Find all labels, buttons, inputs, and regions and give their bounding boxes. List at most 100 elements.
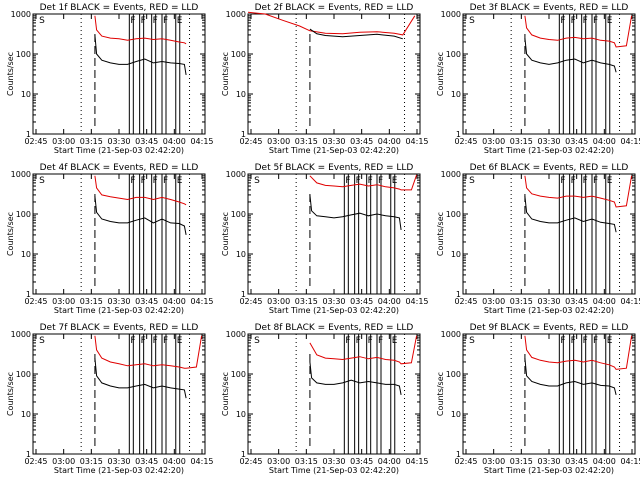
- x-tick-label: 02:45: [24, 137, 47, 146]
- y-axis-label: Counts/sec: [221, 212, 230, 256]
- x-tick-label: 03:45: [565, 137, 588, 146]
- flag-marker-label: F: [378, 176, 383, 186]
- flag-marker-label: F: [583, 176, 588, 186]
- flag-marker-label: F: [593, 336, 598, 346]
- y-axis-label: Counts/sec: [436, 212, 445, 256]
- x-tick-label: 03:15: [80, 457, 103, 466]
- lld-series-line: [94, 335, 203, 369]
- x-tick-label: 02:45: [454, 297, 477, 306]
- y-axis-label: Counts/sec: [221, 372, 230, 416]
- flag-marker-label: E: [392, 176, 398, 186]
- y-tick-label: 10: [21, 90, 31, 99]
- x-tick-label: 03:30: [322, 457, 345, 466]
- x-tick-label: 04:15: [405, 297, 428, 306]
- flag-marker-label: E: [177, 176, 183, 186]
- chart-title: Det 9f BLACK = Events, RED = LLD: [470, 323, 629, 333]
- y-tick-label: 10: [21, 410, 31, 419]
- flag-marker-label: F: [130, 336, 135, 346]
- flag-marker-label: S: [254, 176, 260, 186]
- x-axis-label: Start Time (21-Sep-03 02:42:20): [269, 146, 399, 155]
- plot-frame: [247, 13, 421, 135]
- y-tick-label: 1000: [11, 330, 31, 339]
- x-tick-label: 03:15: [510, 297, 533, 306]
- x-axis-label: Start Time (21-Sep-03 02:42:20): [484, 146, 614, 155]
- x-tick-label: 04:00: [163, 137, 186, 146]
- x-tick-label: 04:15: [620, 297, 640, 306]
- lld-series-line: [524, 335, 633, 370]
- x-tick-label: 02:45: [239, 297, 262, 306]
- flag-marker-label: F: [345, 176, 350, 186]
- x-tick-label: 03:00: [482, 297, 505, 306]
- flag-marker-label: F: [141, 336, 146, 346]
- x-tick-label: 03:30: [537, 137, 560, 146]
- flag-marker-label: E: [607, 16, 613, 26]
- events-series-line: [309, 28, 403, 40]
- flag-marker-label: F: [583, 16, 588, 26]
- x-axis-label: Start Time (21-Sep-03 02:42:20): [269, 306, 399, 315]
- events-series-line: [524, 38, 617, 73]
- y-tick-label: 10: [451, 90, 461, 99]
- x-tick-label: 03:30: [322, 137, 345, 146]
- x-tick-label: 04:15: [620, 137, 640, 146]
- chart-title: Det 4f BLACK = Events, RED = LLD: [40, 163, 199, 173]
- x-tick-label: 04:00: [163, 457, 186, 466]
- x-tick-label: 02:45: [239, 137, 262, 146]
- x-tick-label: 03:00: [52, 297, 75, 306]
- flag-marker-label: F: [560, 16, 565, 26]
- plot-frame: [462, 13, 636, 135]
- y-tick-label: 10: [236, 90, 246, 99]
- lld-series-line: [524, 175, 633, 208]
- events-series-line: [94, 196, 187, 235]
- lld-series-line: [94, 15, 187, 45]
- x-tick-label: 04:00: [378, 137, 401, 146]
- y-tick-label: 1000: [441, 330, 461, 339]
- chart-panel-2: Det 2f BLACK = Events, RED = LLD 1 10 100 10…: [221, 3, 429, 155]
- flag-marker-label: F: [163, 16, 168, 26]
- x-tick-label: 04:00: [593, 137, 616, 146]
- x-tick-label: 04:15: [190, 137, 213, 146]
- y-tick-label: 10: [236, 250, 246, 259]
- chart-title: Det 2f BLACK = Events, RED = LLD: [255, 3, 414, 13]
- x-tick-label: 03:30: [107, 137, 130, 146]
- x-tick-label: 04:00: [593, 297, 616, 306]
- flag-marker-label: F: [163, 176, 168, 186]
- chart-panel-6: Det 6f BLACK = Events, RED = LLD 1 10 100 10…: [436, 163, 640, 315]
- y-tick-label: 1: [26, 450, 31, 459]
- y-tick-label: 1000: [11, 10, 31, 19]
- x-tick-label: 03:15: [80, 297, 103, 306]
- flag-marker-label: F: [583, 336, 588, 346]
- flag-marker-label: F: [368, 336, 373, 346]
- lld-series-line: [309, 335, 418, 365]
- chart-title: Det 8f BLACK = Events, RED = LLD: [255, 323, 414, 333]
- y-axis-label: Counts/sec: [6, 52, 15, 96]
- y-tick-label: 1: [26, 130, 31, 139]
- plot-frame: [247, 333, 421, 455]
- y-tick-label: 1: [241, 130, 246, 139]
- lld-series-line: [247, 11, 416, 36]
- y-tick-label: 1000: [226, 170, 246, 179]
- x-tick-label: 04:00: [378, 457, 401, 466]
- y-tick-label: 100: [231, 50, 246, 59]
- lld-series-line: [524, 15, 633, 48]
- y-tick-label: 1: [26, 290, 31, 299]
- x-tick-label: 03:00: [267, 297, 290, 306]
- y-axis-label: Counts/sec: [436, 52, 445, 96]
- flag-marker-label: F: [571, 16, 576, 26]
- flag-marker-label: F: [153, 336, 158, 346]
- chart-title: Det 6f BLACK = Events, RED = LLD: [470, 163, 629, 173]
- x-tick-label: 03:00: [52, 457, 75, 466]
- events-series-line: [524, 196, 617, 233]
- x-tick-label: 03:30: [322, 297, 345, 306]
- flag-marker-label: F: [378, 336, 383, 346]
- events-series-line: [309, 194, 402, 230]
- plot-frame: [247, 173, 421, 295]
- x-tick-label: 03:00: [267, 457, 290, 466]
- flag-marker-label: F: [153, 176, 158, 186]
- flag-marker-label: F: [345, 336, 350, 346]
- events-series-line: [94, 358, 187, 399]
- x-tick-label: 03:00: [482, 137, 505, 146]
- x-tick-label: 04:00: [593, 457, 616, 466]
- flag-marker-label: S: [39, 176, 45, 186]
- chart-title: Det 3f BLACK = Events, RED = LLD: [470, 3, 629, 13]
- y-tick-label: 1: [456, 450, 461, 459]
